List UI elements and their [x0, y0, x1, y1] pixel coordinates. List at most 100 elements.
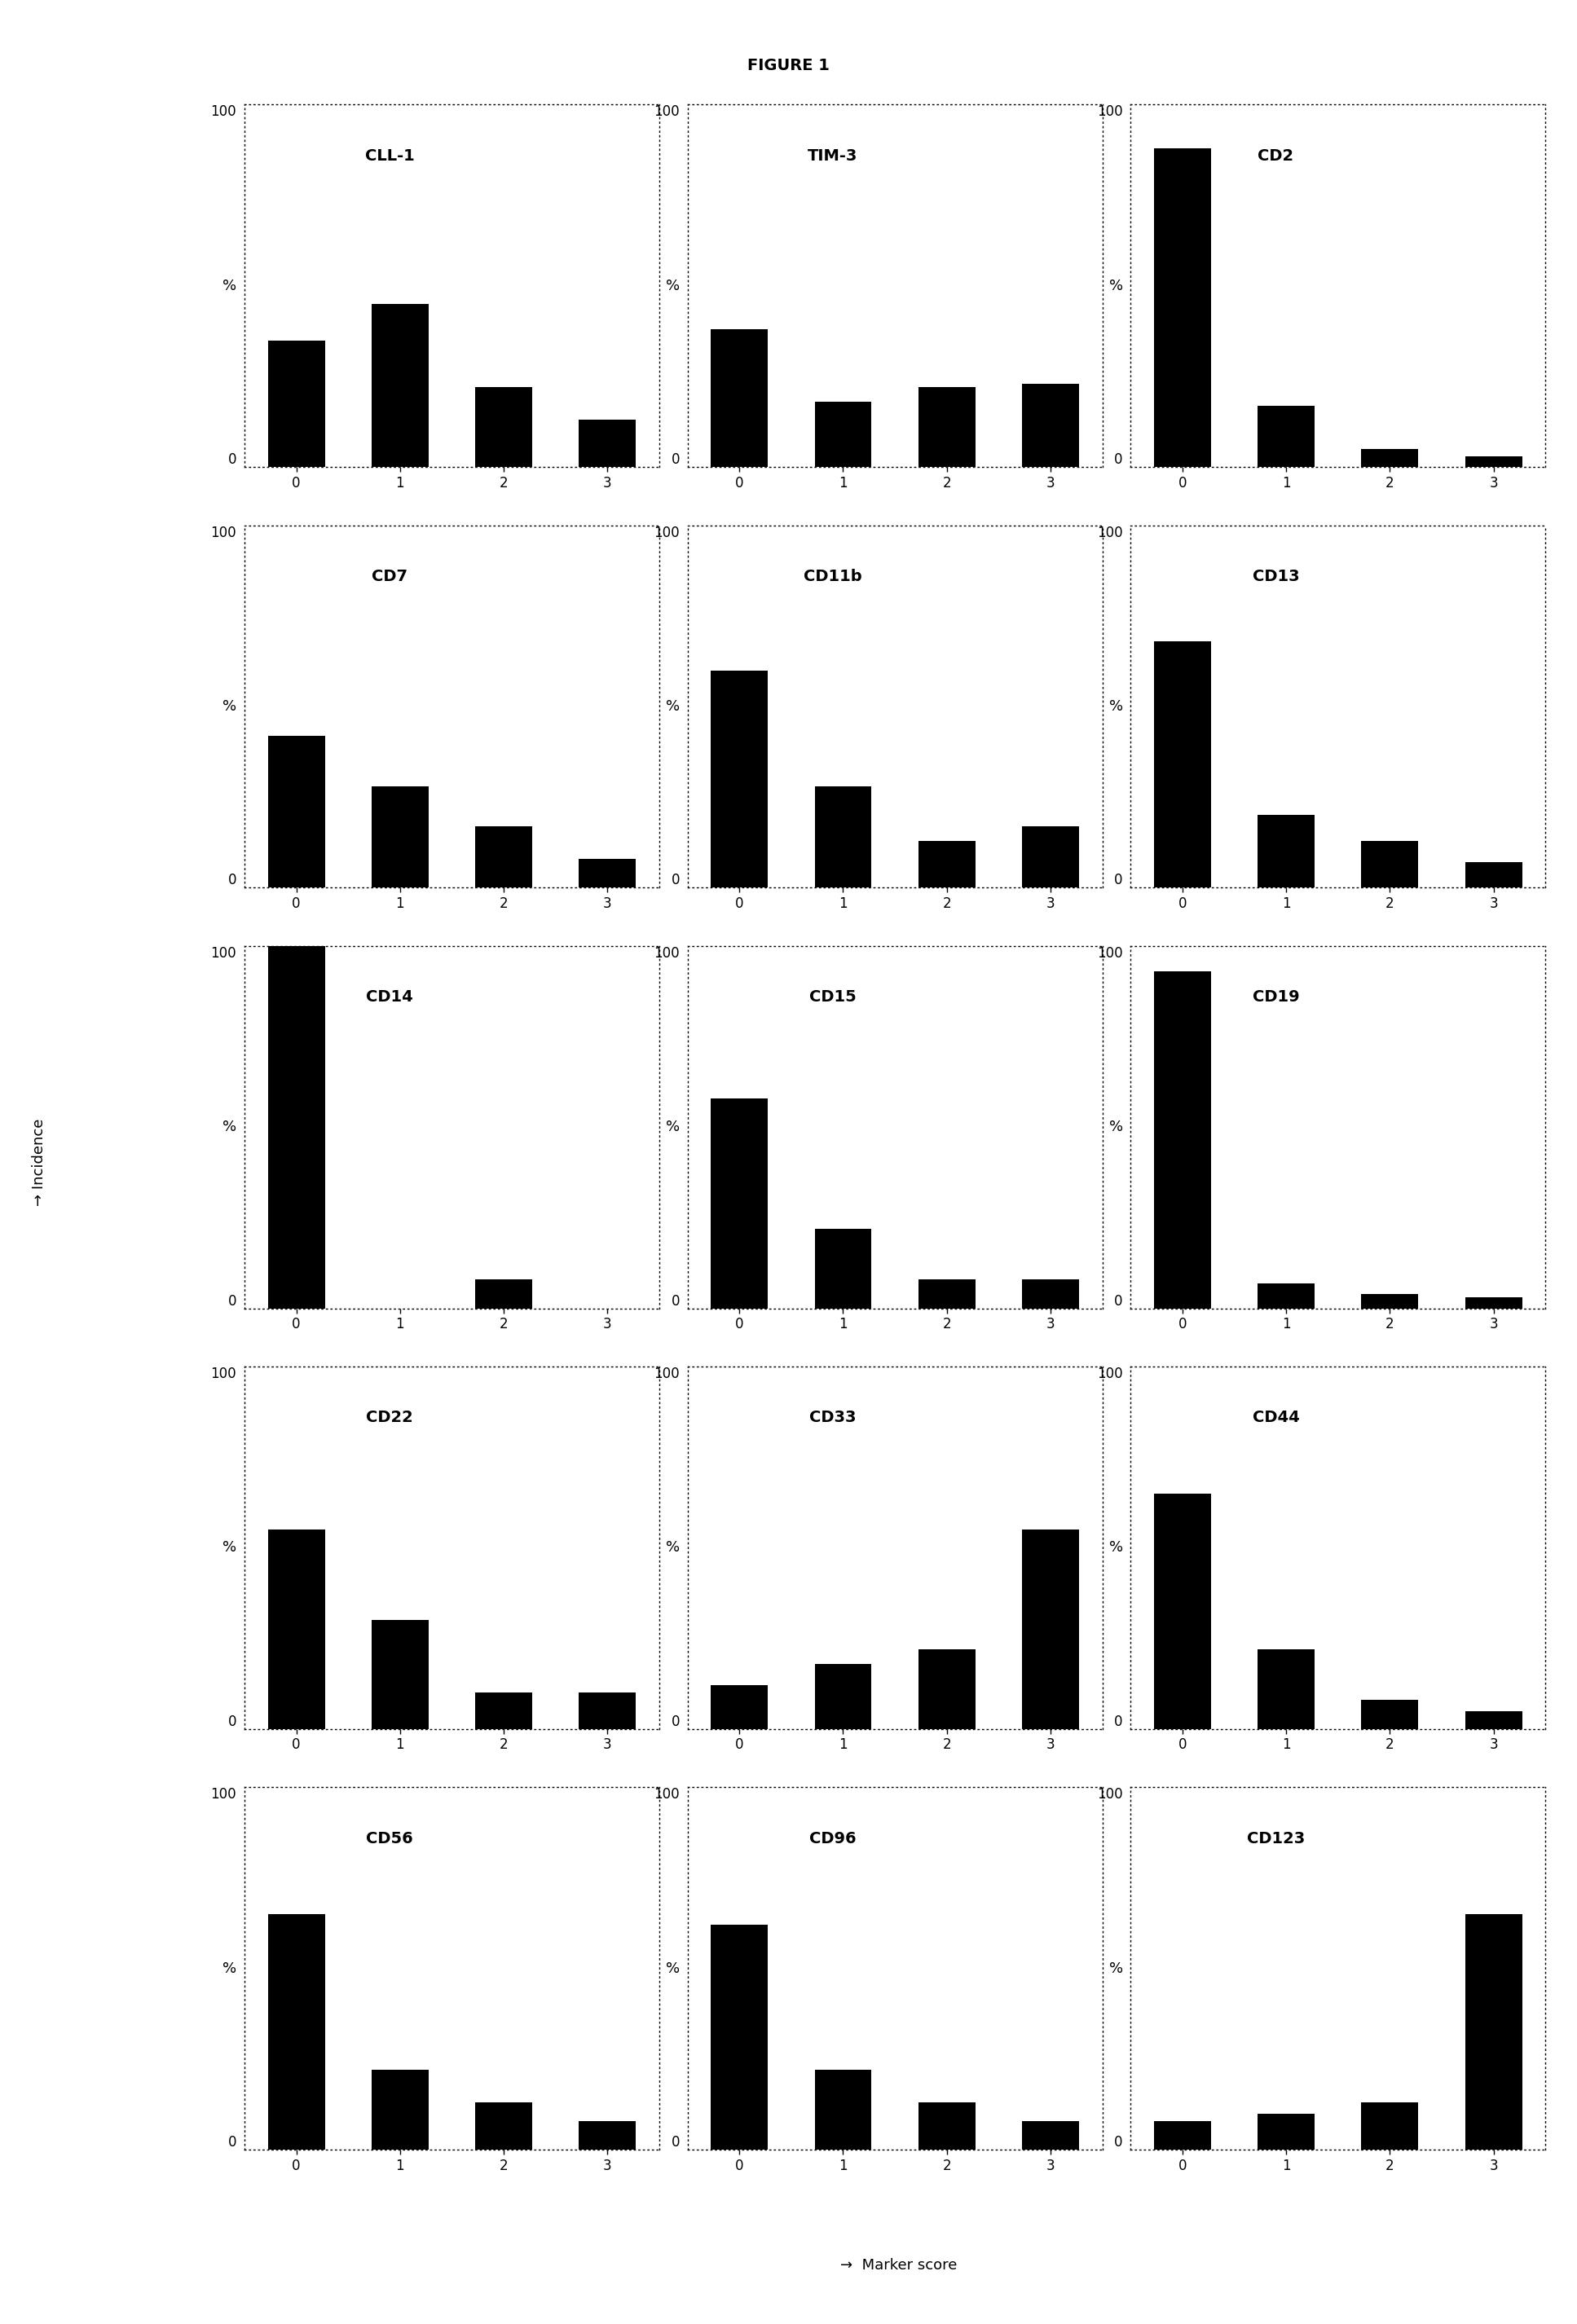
Text: 0: 0: [1115, 1294, 1123, 1308]
Text: %: %: [665, 279, 680, 293]
Bar: [1361, 449, 1418, 467]
Bar: [1258, 816, 1315, 888]
Bar: [1258, 404, 1315, 467]
Bar: [1022, 2122, 1079, 2150]
Bar: [268, 1915, 325, 2150]
Bar: [579, 2122, 636, 2150]
Bar: [268, 1529, 325, 1729]
Text: TIM-3: TIM-3: [807, 149, 858, 163]
Bar: [918, 1281, 975, 1308]
Text: 100: 100: [211, 1367, 237, 1380]
Text: →  Marker score: → Marker score: [841, 2259, 957, 2273]
Bar: [1258, 1650, 1315, 1729]
Bar: [1022, 383, 1079, 467]
Text: %: %: [665, 1541, 680, 1555]
Text: CD33: CD33: [809, 1411, 856, 1425]
Text: 0: 0: [672, 2136, 680, 2150]
Text: CLL-1: CLL-1: [364, 149, 415, 163]
Text: 100: 100: [211, 946, 237, 960]
Bar: [1465, 456, 1522, 467]
Bar: [1154, 971, 1211, 1308]
Text: CD11b: CD11b: [804, 569, 863, 583]
Bar: [475, 1692, 531, 1729]
Text: CD22: CD22: [366, 1411, 413, 1425]
Bar: [579, 1692, 636, 1729]
Bar: [1258, 1283, 1315, 1308]
Text: 0: 0: [672, 1715, 680, 1729]
Text: %: %: [1109, 279, 1123, 293]
Bar: [1465, 1710, 1522, 1729]
Bar: [475, 1281, 531, 1308]
Text: 100: 100: [654, 946, 680, 960]
Text: 100: 100: [1098, 105, 1123, 119]
Text: 0: 0: [672, 453, 680, 467]
Bar: [372, 786, 429, 888]
Text: → Incidence: → Incidence: [32, 1118, 47, 1206]
Bar: [815, 402, 872, 467]
Bar: [815, 786, 872, 888]
Text: 100: 100: [211, 1787, 237, 1801]
Text: CD7: CD7: [372, 569, 407, 583]
Bar: [268, 734, 325, 888]
Bar: [1465, 1297, 1522, 1308]
Bar: [1361, 1294, 1418, 1308]
Bar: [475, 388, 531, 467]
Bar: [918, 388, 975, 467]
Text: %: %: [222, 1961, 237, 1975]
Bar: [1154, 149, 1211, 467]
Text: %: %: [1109, 700, 1123, 713]
Text: 0: 0: [672, 874, 680, 888]
Text: 0: 0: [229, 453, 237, 467]
Text: 0: 0: [1115, 2136, 1123, 2150]
Bar: [475, 825, 531, 888]
Bar: [815, 1664, 872, 1729]
Bar: [1465, 862, 1522, 888]
Bar: [815, 1229, 872, 1308]
Text: %: %: [222, 1541, 237, 1555]
Bar: [1154, 1494, 1211, 1729]
Text: 100: 100: [211, 525, 237, 539]
Bar: [1465, 1915, 1522, 2150]
Bar: [1022, 1281, 1079, 1308]
Text: 100: 100: [1098, 525, 1123, 539]
Bar: [372, 2071, 429, 2150]
Text: 0: 0: [1115, 1715, 1123, 1729]
Bar: [268, 946, 325, 1308]
Text: FIGURE 1: FIGURE 1: [747, 58, 830, 74]
Bar: [918, 2103, 975, 2150]
Text: 100: 100: [1098, 1787, 1123, 1801]
Bar: [372, 1620, 429, 1729]
Bar: [1361, 2103, 1418, 2150]
Text: CD14: CD14: [366, 990, 413, 1004]
Text: 0: 0: [229, 1294, 237, 1308]
Bar: [815, 2071, 872, 2150]
Bar: [1361, 1701, 1418, 1729]
Text: CD56: CD56: [366, 1831, 413, 1845]
Bar: [711, 1924, 768, 2150]
Bar: [918, 841, 975, 888]
Text: %: %: [1109, 1120, 1123, 1134]
Bar: [268, 339, 325, 467]
Bar: [1361, 841, 1418, 888]
Text: 0: 0: [229, 1715, 237, 1729]
Text: CD123: CD123: [1247, 1831, 1304, 1845]
Text: %: %: [222, 700, 237, 713]
Text: CD13: CD13: [1252, 569, 1299, 583]
Text: 0: 0: [229, 2136, 237, 2150]
Bar: [1022, 825, 1079, 888]
Text: CD19: CD19: [1252, 990, 1299, 1004]
Text: 0: 0: [672, 1294, 680, 1308]
Text: %: %: [1109, 1541, 1123, 1555]
Bar: [1022, 1529, 1079, 1729]
Text: CD96: CD96: [809, 1831, 856, 1845]
Bar: [579, 860, 636, 888]
Text: 0: 0: [1115, 453, 1123, 467]
Text: %: %: [222, 279, 237, 293]
Bar: [579, 421, 636, 467]
Text: %: %: [665, 1961, 680, 1975]
Text: 100: 100: [654, 1367, 680, 1380]
Bar: [475, 2103, 531, 2150]
Bar: [711, 1099, 768, 1308]
Bar: [711, 1685, 768, 1729]
Text: 100: 100: [1098, 946, 1123, 960]
